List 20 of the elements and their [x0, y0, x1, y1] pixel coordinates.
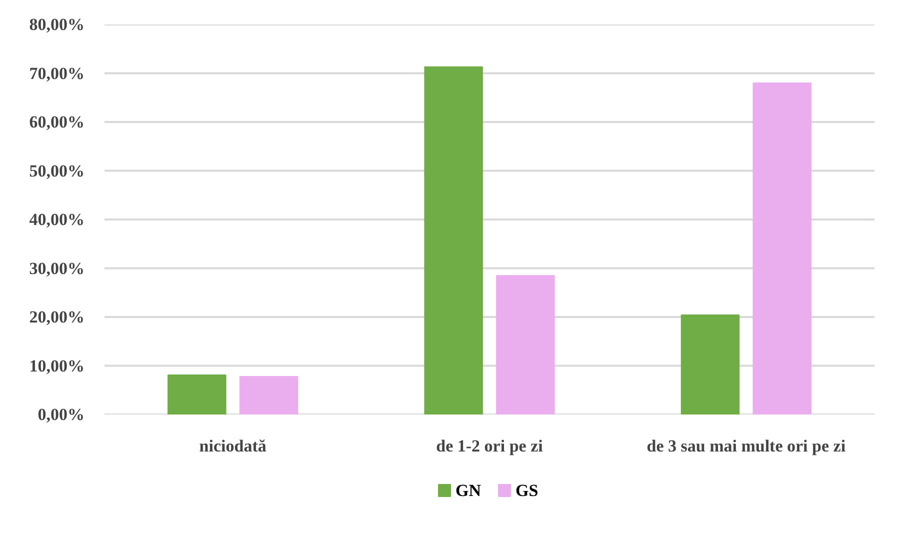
- y-tick-label: 30,00%: [29, 258, 84, 278]
- y-tick-label: 70,00%: [29, 64, 84, 83]
- legend-label: GN: [456, 481, 482, 500]
- x-tick-label: de 1-2 ori pe zi: [436, 436, 544, 456]
- bar: [424, 66, 483, 414]
- y-tick-label: 60,00%: [29, 112, 84, 132]
- y-tick-label: 80,00%: [29, 15, 84, 34]
- bar: [680, 314, 740, 414]
- bar: [496, 275, 555, 414]
- bar: [239, 376, 298, 414]
- y-tick-label: 40,00%: [29, 210, 84, 229]
- bar: [752, 82, 812, 414]
- x-tick-label: niciodată: [199, 436, 267, 456]
- y-tick-label: 10,00%: [29, 356, 84, 376]
- legend-label: GS: [516, 481, 538, 500]
- x-tick-label: de 3 sau mai multe ori pe zi: [646, 436, 846, 456]
- y-tick-label: 50,00%: [29, 161, 84, 180]
- bar: [168, 374, 226, 414]
- y-tick-label: 20,00%: [29, 308, 84, 326]
- y-tick-label: 0,00%: [38, 405, 84, 424]
